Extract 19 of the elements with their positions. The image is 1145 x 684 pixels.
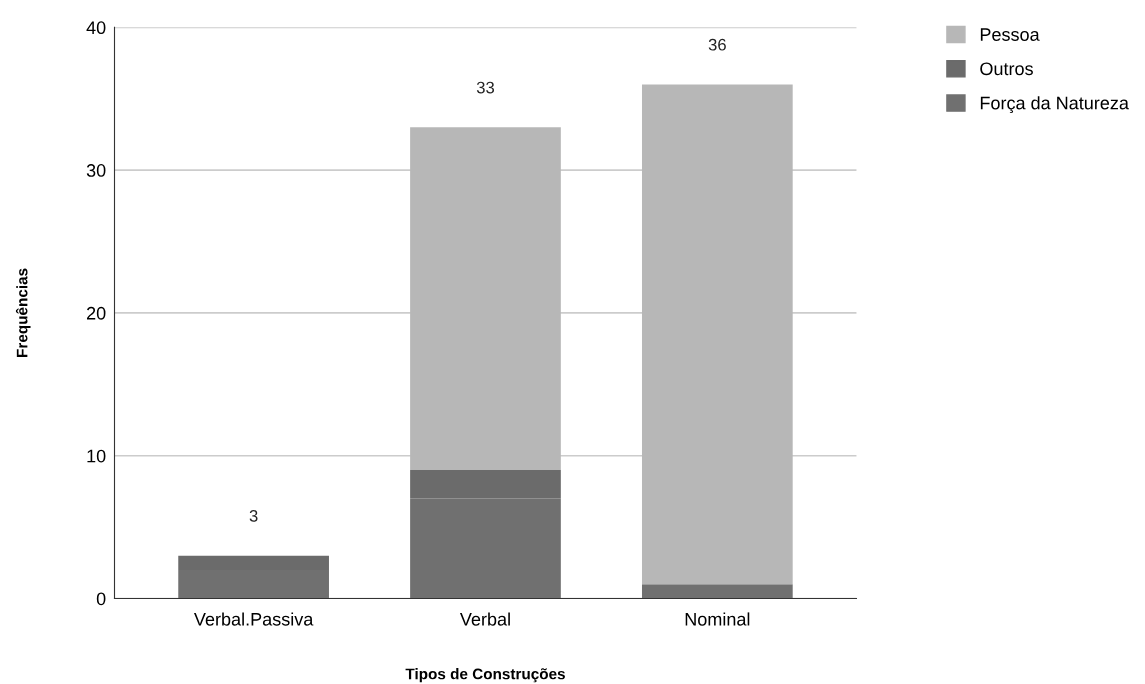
x-axis-title: Tipos de Construções [405, 668, 565, 683]
y-tick-label: 10 [87, 449, 106, 463]
bar [410, 127, 561, 470]
bar [641, 84, 793, 585]
legend-label: Força da Natureza [980, 96, 1129, 114]
legend-label: Outros [980, 62, 1033, 76]
y-tick-label: 30 [86, 164, 106, 177]
y-tick-label: 40 [86, 21, 106, 35]
total-label: 3 [249, 510, 258, 522]
bar [641, 584, 793, 599]
y-axis-title: Frequências [15, 268, 31, 357]
x-tick-label: Nominal [685, 612, 750, 626]
x-tick-label: Verbal [459, 612, 510, 626]
total-label: 36 [708, 38, 726, 51]
total-label: 33 [476, 81, 495, 94]
legend-label: Pessoa [980, 28, 1040, 41]
x-tick-label: Verbal.Passiva [193, 612, 314, 626]
y-tick-label: 0 [96, 592, 106, 606]
y-tick-label: 20 [86, 306, 106, 320]
